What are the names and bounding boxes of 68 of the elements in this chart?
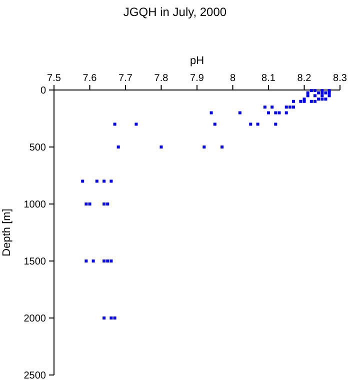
point — [113, 122, 116, 126]
point — [284, 106, 288, 109]
x-tick-label: 7.7 — [118, 73, 133, 84]
y-axis-title: Depth [m] — [1, 208, 13, 256]
point — [113, 316, 116, 320]
x-tick-label: 8.1 — [262, 73, 276, 84]
y-tick-label: 2000 — [24, 314, 46, 324]
point — [106, 260, 110, 262]
point — [238, 111, 242, 114]
point — [324, 91, 328, 94]
point — [160, 146, 163, 148]
y-tick-label: 2500 — [24, 370, 46, 382]
point — [292, 100, 296, 103]
x-tick-label: 7.6 — [82, 73, 98, 84]
x-tick-label: 8.2 — [297, 73, 312, 84]
point — [313, 94, 316, 98]
point — [110, 316, 113, 320]
point — [317, 98, 320, 101]
point — [267, 111, 270, 114]
point — [317, 91, 320, 94]
point — [92, 260, 95, 262]
point — [288, 106, 292, 109]
point — [102, 202, 106, 206]
point — [84, 202, 88, 206]
point — [210, 111, 213, 114]
point — [320, 98, 324, 101]
point — [274, 122, 278, 126]
point — [102, 260, 106, 262]
point — [106, 202, 110, 206]
x-axis-title: pH — [190, 55, 204, 67]
point — [284, 111, 288, 114]
point — [116, 146, 120, 148]
point — [84, 260, 88, 262]
point — [274, 111, 278, 114]
point — [310, 89, 313, 92]
point — [270, 106, 274, 109]
point — [102, 180, 106, 183]
x-tick-label: 8.3 — [333, 73, 348, 84]
point — [102, 316, 106, 320]
point — [220, 146, 224, 148]
point — [134, 122, 138, 126]
point — [81, 180, 84, 183]
point — [88, 202, 92, 206]
point — [299, 100, 302, 103]
y-tick-label: 500 — [29, 142, 46, 154]
point — [313, 100, 316, 103]
point — [310, 100, 313, 103]
x-tick-label: 7.5 — [47, 73, 62, 84]
x-tick-label: 7.9 — [190, 73, 204, 84]
point — [110, 180, 113, 183]
point — [110, 260, 113, 262]
point — [278, 111, 281, 114]
point — [306, 91, 310, 94]
point — [263, 106, 266, 109]
point — [292, 106, 296, 109]
point — [324, 98, 328, 101]
chart-title: JGQH in July, 2000 — [123, 5, 227, 19]
point — [202, 146, 206, 148]
point — [249, 122, 252, 126]
x-tick-label: 8 — [230, 73, 236, 84]
point — [95, 180, 98, 183]
point — [313, 89, 316, 92]
x-tick-label: 7.8 — [154, 73, 169, 84]
y-tick-label: 0 — [40, 86, 46, 96]
point — [213, 122, 216, 126]
y-tick-label: 1500 — [24, 256, 46, 268]
point — [256, 122, 260, 126]
y-tick-label: 1000 — [24, 200, 46, 210]
